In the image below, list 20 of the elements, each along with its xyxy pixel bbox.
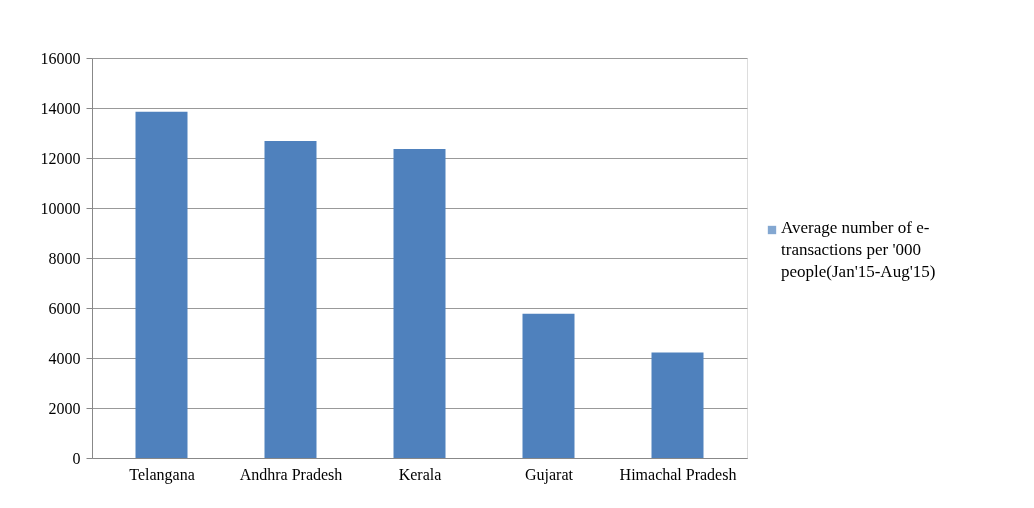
bar [393,149,446,458]
x-tick-label: Andhra Pradesh [239,465,343,483]
y-tick-label: 8000 [48,249,81,267]
y-tick-label: 6000 [48,299,81,317]
x-tick-label: Gujarat [525,465,574,484]
y-tick-label: 0 [72,449,81,467]
x-tick-label: Telangana [129,465,195,484]
bar [135,111,188,458]
y-tick-label: 12000 [40,149,81,167]
x-tick-label: Kerala [398,465,442,483]
bar [522,313,575,458]
x-tick-label: Himachal Pradesh [619,465,737,483]
bar [264,141,317,458]
y-tick-label: 10000 [40,199,81,217]
y-tick-label: 4000 [48,349,81,367]
legend-label: Average number of e-transactions per '000 people(Jan'15-Aug'15) [781,218,936,281]
bar [651,352,704,458]
y-tick-label: 2000 [48,399,81,417]
y-tick-label: 16000 [40,49,81,67]
y-tick-label: 14000 [40,99,81,117]
